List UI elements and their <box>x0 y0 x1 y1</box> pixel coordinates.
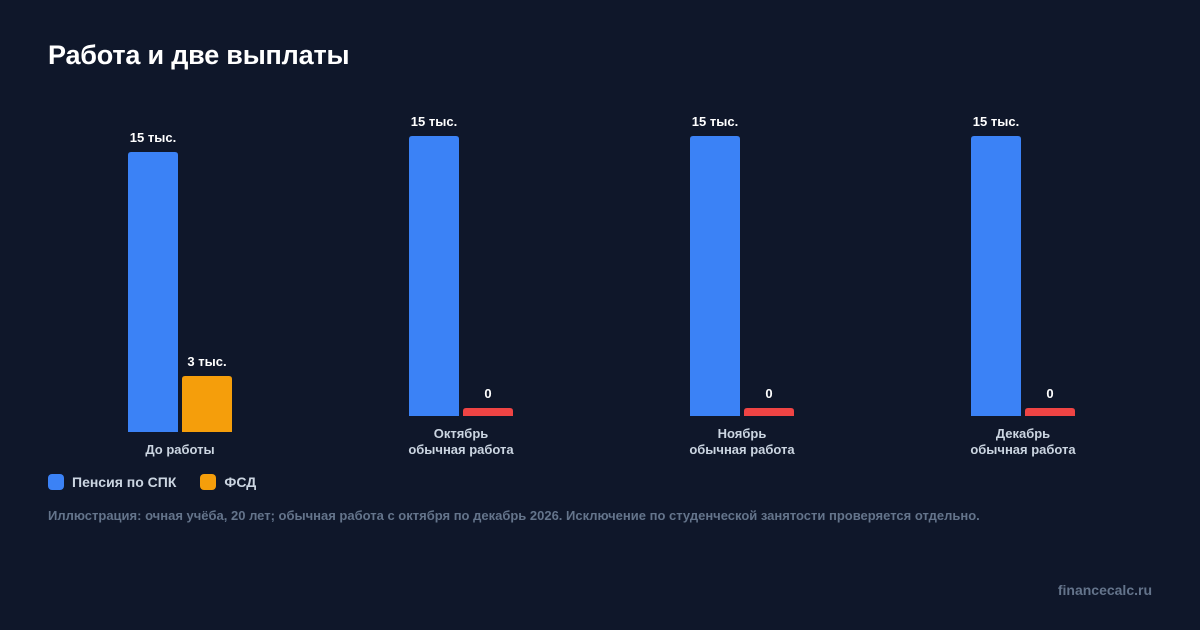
category-label-2-0: Ноябрь <box>718 426 767 441</box>
bar-pension-0 <box>128 152 178 432</box>
chart-title: Работа и две выплаты <box>48 40 350 70</box>
bar-value-label-0-0: 15 тыс. <box>130 130 176 145</box>
bar-fsd-1 <box>463 408 513 416</box>
bar-value-label-2-0: 15 тыс. <box>692 114 738 129</box>
legend-label-fsd: ФСД <box>224 474 257 490</box>
category-label-1-1: обычная работа <box>408 442 514 457</box>
category-label-2-1: обычная работа <box>689 442 795 457</box>
chart-note: Иллюстрация: очная учёба, 20 лет; обычна… <box>48 508 980 523</box>
bar-fsd-2 <box>744 408 794 416</box>
bar-value-label-0-1: 3 тыс. <box>187 354 226 369</box>
legend-label-pension: Пенсия по СПК <box>72 474 177 490</box>
bar-value-label-1-1: 0 <box>484 386 491 401</box>
legend-swatch-fsd <box>200 474 217 490</box>
bar-value-label-2-1: 0 <box>765 386 772 401</box>
bar-pension-3 <box>971 136 1021 416</box>
category-label-1-0: Октябрь <box>434 426 489 441</box>
category-label-3-1: обычная работа <box>970 442 1076 457</box>
legend-item-fsd: ФСД <box>200 474 256 490</box>
site-watermark: financecalc.ru <box>1057 582 1152 598</box>
category-label-0-0: До работы <box>145 442 214 457</box>
legend-item-pension: Пенсия по СПК <box>48 474 176 490</box>
chart-legend: Пенсия по СПК ФСД <box>48 474 256 490</box>
bar-pension-1 <box>409 136 459 416</box>
bar-value-label-3-1: 0 <box>1046 386 1053 401</box>
bar-fsd-0 <box>182 376 232 432</box>
category-label-3-0: Декабрь <box>996 426 1050 441</box>
legend-swatch-pension <box>48 474 64 490</box>
bar-value-label-1-0: 15 тыс. <box>411 114 457 129</box>
bar-fsd-3 <box>1025 408 1075 416</box>
bar-value-label-3-0: 15 тыс. <box>973 114 1019 129</box>
bar-pension-2 <box>690 136 740 416</box>
